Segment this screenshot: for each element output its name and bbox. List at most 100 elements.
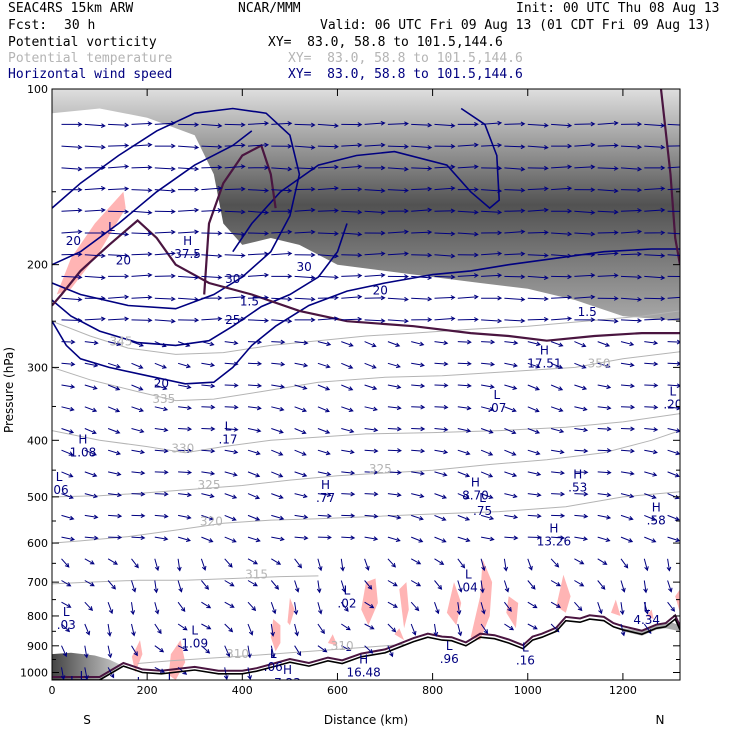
wind-vector xyxy=(527,275,549,281)
wind-vector xyxy=(434,253,456,259)
wind-vector xyxy=(224,514,237,521)
wind-vector xyxy=(434,493,447,499)
y-tick-label: 800 xyxy=(27,610,48,623)
wind-vector xyxy=(457,339,472,345)
extremum-value: 7.75 xyxy=(158,684,185,698)
wind-vector xyxy=(457,273,479,278)
wind-vector xyxy=(574,341,587,348)
wind-vector xyxy=(178,275,200,280)
theta-label: 345 xyxy=(110,334,133,348)
wind-vector xyxy=(550,558,560,568)
wind-vector xyxy=(387,514,402,520)
wind-vector xyxy=(551,294,573,300)
wind-vector xyxy=(341,623,351,631)
low-marker: L7.75 xyxy=(158,671,185,698)
theta-contour xyxy=(52,430,680,498)
wind-speed-label: 30 xyxy=(297,260,312,274)
wind-vector xyxy=(294,207,316,213)
high-marker: H8.70 xyxy=(462,476,489,503)
wind-vector xyxy=(527,535,542,540)
wind-vector xyxy=(131,362,144,369)
extremum-kind: H xyxy=(321,478,330,492)
wind-vector xyxy=(270,623,275,637)
wind-vector xyxy=(247,272,270,278)
extremum-kind: L xyxy=(56,470,63,484)
wind-vector xyxy=(247,471,261,478)
wind-vector xyxy=(224,186,246,192)
low-marker: L.90 xyxy=(70,674,77,680)
wind-vector xyxy=(364,142,386,148)
wind-speed-label: 1.5 xyxy=(578,305,597,319)
wind-vector xyxy=(154,209,176,214)
pv-contours xyxy=(52,89,680,678)
wind-vector xyxy=(597,120,619,126)
x-tick-label: 0 xyxy=(49,684,56,697)
wind-vector xyxy=(178,492,192,498)
wind-vector xyxy=(597,251,619,256)
wind-vector xyxy=(504,340,519,346)
wind-vector xyxy=(178,426,193,432)
extremum-value: .95 xyxy=(73,682,92,696)
wind-vector xyxy=(364,210,386,215)
wind-vector xyxy=(387,558,397,568)
high-marker: H.58 xyxy=(647,501,666,528)
wind-vector xyxy=(457,231,479,237)
wind-vector xyxy=(620,166,643,172)
extremum-value: .53 xyxy=(568,480,587,494)
wind-vector xyxy=(387,208,409,214)
wind-vector xyxy=(108,231,130,237)
wind-vector xyxy=(550,601,562,608)
wind-speed-label: 30 xyxy=(225,272,240,286)
wind-vector xyxy=(224,142,246,148)
wind-vector xyxy=(574,273,596,278)
valid-time: Valid: 06 UTC Fri 09 Aug 13 (01 CDT Fri … xyxy=(320,18,712,33)
wind-vector xyxy=(271,514,285,521)
wind-vector xyxy=(620,144,643,150)
wind-vector xyxy=(620,404,636,410)
north-end-label: N xyxy=(656,713,665,727)
wind-vector xyxy=(481,339,496,345)
wind-vector xyxy=(317,144,339,149)
theta-label: 325 xyxy=(369,462,392,476)
wind-vector xyxy=(294,449,307,456)
wind-vector xyxy=(644,230,666,236)
wind-vector xyxy=(317,274,339,280)
wind-vector xyxy=(294,645,302,657)
wind-vector xyxy=(61,558,70,568)
wind-vector xyxy=(224,623,234,633)
wind-vector xyxy=(597,384,612,390)
extremum-kind: L xyxy=(80,669,87,683)
wind-vector xyxy=(341,122,363,127)
wind-vector xyxy=(410,558,422,565)
wind-vector xyxy=(434,208,456,214)
theta-label: 325 xyxy=(198,478,221,492)
wind-vector xyxy=(317,406,330,413)
wind-vector xyxy=(550,384,564,391)
wind-vector xyxy=(527,384,540,391)
wind-vector xyxy=(387,536,401,542)
wind-vector xyxy=(504,318,526,324)
wind-vector xyxy=(574,187,596,193)
wind-vector xyxy=(411,317,433,322)
legend-wind-name: Horizontal wind speed xyxy=(8,67,173,82)
wind-vector xyxy=(620,514,634,521)
wind-vector xyxy=(597,318,619,324)
wind-vector xyxy=(294,122,316,128)
wind-vector xyxy=(201,404,216,410)
wind-vector xyxy=(387,188,409,193)
wind-vector xyxy=(294,558,303,569)
forecast-hours: 30 h xyxy=(64,18,96,33)
wind-vector xyxy=(317,231,339,236)
wind-vector xyxy=(294,514,309,520)
wind-vector xyxy=(387,405,402,411)
wind-vector xyxy=(480,558,486,572)
wind-vector xyxy=(224,645,231,658)
wind-vector xyxy=(178,122,200,128)
wind-vector xyxy=(411,362,425,368)
wind-vector xyxy=(527,558,533,571)
wind-vector xyxy=(574,362,587,369)
wind-vector xyxy=(317,164,339,170)
wind-vector xyxy=(480,514,495,521)
wind-vector xyxy=(294,493,308,499)
